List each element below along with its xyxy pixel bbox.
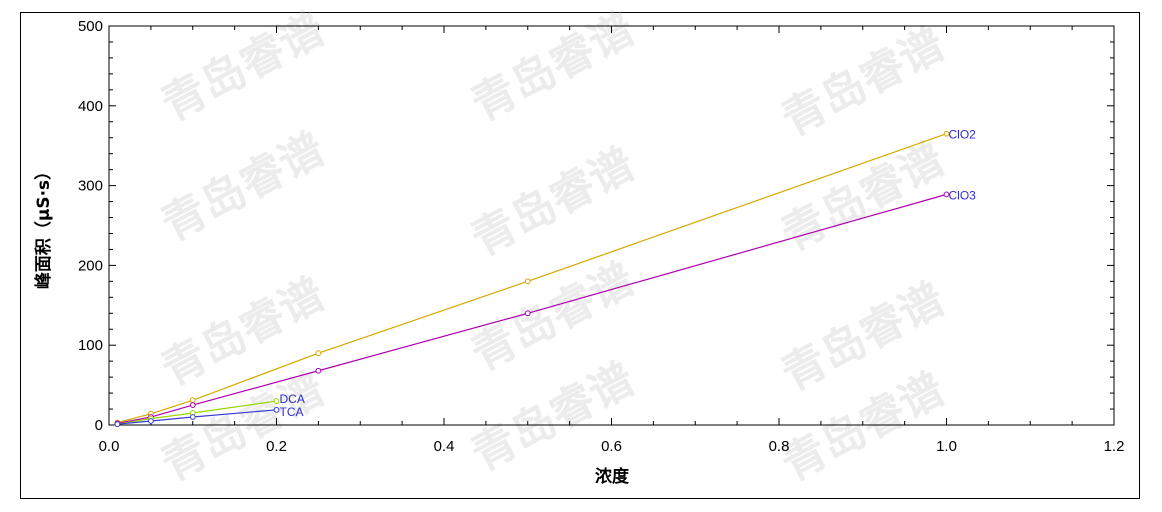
watermark-text: 青岛睿谱 (464, 3, 643, 131)
x-tick-label: 1.2 (1104, 438, 1125, 455)
y-tick-label: 400 (78, 98, 103, 115)
watermark-text: 青岛睿谱 (154, 123, 333, 251)
data-point (273, 406, 280, 413)
series-label: DCA (280, 392, 305, 406)
data-point (524, 310, 531, 317)
series-line (117, 193, 947, 424)
chart-frame (20, 12, 1140, 499)
y-tick-label: 500 (78, 18, 103, 35)
y-tick-label: 100 (78, 337, 103, 354)
x-tick-label: 0.2 (266, 438, 287, 455)
y-tick-label: 0 (95, 417, 103, 434)
data-point (189, 397, 196, 404)
watermark-text: 青岛睿谱 (774, 18, 953, 146)
data-point (524, 278, 531, 285)
x-tick-label: 0.4 (434, 438, 455, 455)
series-label: ClO2 (949, 128, 977, 142)
series-line (117, 409, 277, 425)
data-point (189, 402, 196, 408)
x-tick-label: 0.8 (769, 438, 790, 455)
watermark-text: 青岛睿谱 (154, 3, 333, 131)
watermark-text: 青岛睿谱 (464, 138, 643, 266)
x-axis-title: 浓度 (595, 466, 630, 487)
series-label: ClO3 (949, 188, 977, 202)
data-point (315, 367, 322, 374)
data-point (189, 414, 196, 420)
x-tick-label: 0.6 (601, 438, 622, 455)
data-point (147, 418, 154, 424)
data-point (273, 398, 280, 404)
y-tick-label: 200 (78, 257, 103, 274)
x-tick-label: 0.0 (99, 438, 120, 455)
y-axis-title: 峰面积（μS·s） (33, 163, 54, 289)
series-label: TCA (280, 405, 304, 419)
data-point (315, 350, 322, 357)
series-line (117, 133, 947, 424)
watermark-text: 青岛睿谱 (774, 133, 953, 261)
x-tick-label: 1.0 (936, 438, 957, 455)
axes: 0 100 200 300 400 500 0.0 0.2 0.4 0.6 0.8 1.0 1.2 (78, 18, 1124, 455)
series-tca: TCA (114, 405, 304, 428)
data-point (943, 191, 950, 198)
y-tick-label: 300 (78, 178, 103, 195)
series-line (117, 400, 277, 425)
data-point (943, 130, 950, 137)
data-point (114, 421, 121, 428)
